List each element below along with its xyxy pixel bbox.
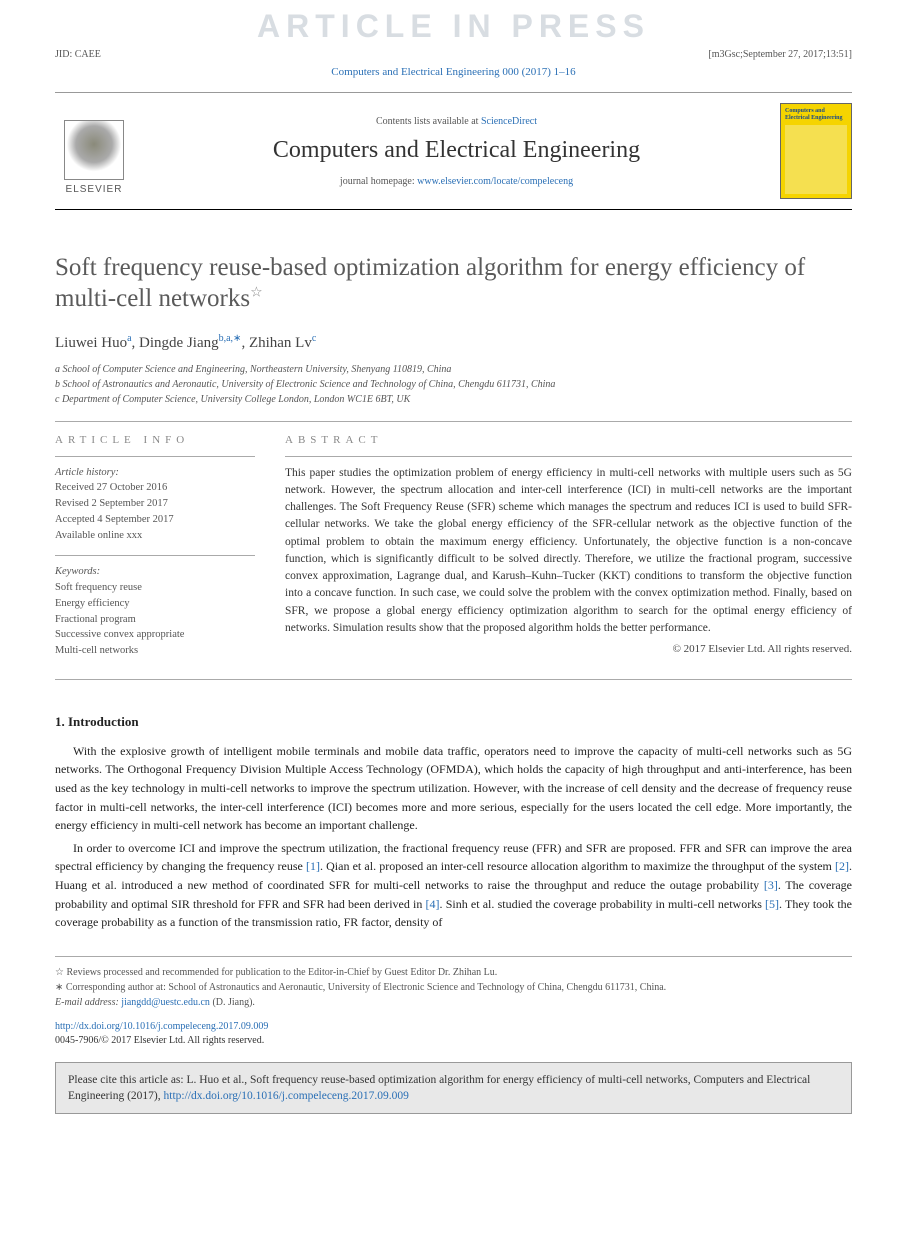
abstract-copyright: © 2017 Elsevier Ltd. All rights reserved… [285,643,852,655]
issn-copyright: 0045-7906/© 2017 Elsevier Ltd. All right… [55,1034,852,1048]
title-star-icon: ☆ [250,286,263,301]
intro-paragraph-1: With the explosive growth of intelligent… [55,742,852,835]
cover-body [785,125,847,194]
citation-1[interactable]: [1] [306,859,320,873]
sciencedirect-link[interactable]: ScienceDirect [481,116,537,127]
elsevier-text: ELSEVIER [66,184,123,195]
abstract-label: ABSTRACT [285,434,852,446]
journal-reference: Computers and Electrical Engineering 000… [0,60,907,92]
keyword-1: Soft frequency reuse [55,580,255,596]
authors-line: Liuwei Huoa, Dingde Jiangb,a,∗, Zhihan L… [55,333,852,352]
contents-prefix: Contents lists available at [376,116,481,127]
affiliation-b: b School of Astronautics and Aeronautic,… [55,377,852,392]
keyword-5: Multi-cell networks [55,643,255,659]
history-block: Article history: Received 27 October 201… [55,456,255,544]
intro-paragraph-2: In order to overcome ICI and improve the… [55,839,852,932]
article-title: Soft frequency reuse-based optimization … [55,252,852,315]
author-2-sup: b,a,∗ [219,333,242,344]
typeset-meta: [m3Gsc;September 27, 2017;13:51] [708,49,852,60]
footnote-star: ☆ Reviews processed and recommended for … [55,965,852,980]
contents-line: Contents lists available at ScienceDirec… [145,116,768,127]
homepage-prefix: journal homepage: [340,176,417,187]
watermark-banner: ARTICLE IN PRESS [0,0,907,49]
citation-5[interactable]: [5] [765,897,779,911]
email-link[interactable]: jiangdd@uestc.edu.cn [121,997,210,1008]
abstract-text: This paper studies the optimization prob… [285,456,852,638]
jid-label: JID: CAEE [55,49,101,60]
citation-2[interactable]: [2] [835,859,849,873]
received-date: Received 27 October 2016 [55,480,255,496]
journal-name: Computers and Electrical Engineering [145,137,768,164]
abstract-column: ABSTRACT This paper studies the optimiza… [285,434,852,671]
affiliation-c: c Department of Computer Science, Univer… [55,392,852,407]
homepage-link[interactable]: www.elsevier.com/locate/compeleceng [417,176,573,187]
doi-block: http://dx.doi.org/10.1016/j.compeleceng.… [55,1020,852,1048]
elsevier-logo[interactable]: ELSEVIER [55,107,133,195]
citation-3[interactable]: [3] [764,878,778,892]
online-date: Available online xxx [55,528,255,544]
title-text: Soft frequency reuse-based optimization … [55,254,805,312]
elsevier-tree-icon [64,120,124,180]
affiliations: a School of Computer Science and Enginee… [55,362,852,407]
author-2: Dingde Jiang [139,335,219,351]
accepted-date: Accepted 4 September 2017 [55,512,255,528]
keyword-2: Energy efficiency [55,596,255,612]
history-heading: Article history: [55,465,255,481]
cover-title: Computers and Electrical Engineering [785,108,847,121]
author-3: Zhihan Lv [249,335,312,351]
header-meta: JID: CAEE [m3Gsc;September 27, 2017;13:5… [0,49,907,60]
article-content: Soft frequency reuse-based optimization … [0,252,907,1048]
affiliation-a: a School of Computer Science and Enginee… [55,362,852,377]
revised-date: Revised 2 September 2017 [55,496,255,512]
keywords-heading: Keywords: [55,564,255,580]
section-heading-intro: 1. Introduction [55,714,852,730]
author-1-sup: a [127,333,131,344]
email-label: E-mail address: [55,997,121,1008]
footnote-corresponding: ∗ Corresponding author at: School of Ast… [55,980,852,995]
footnote-email: E-mail address: jiangdd@uestc.edu.cn (D.… [55,995,852,1010]
keywords-block: Keywords: Soft frequency reuse Energy ef… [55,555,255,659]
citation-box: Please cite this article as: L. Huo et a… [55,1062,852,1114]
citation-4[interactable]: [4] [426,897,440,911]
journal-cover-thumbnail[interactable]: Computers and Electrical Engineering [780,103,852,199]
citebox-doi-link[interactable]: http://dx.doi.org/10.1016/j.compeleceng.… [164,1090,409,1102]
author-3-sup: c [312,333,316,344]
keyword-4: Successive convex appropriate [55,627,255,643]
doi-link[interactable]: http://dx.doi.org/10.1016/j.compeleceng.… [55,1020,852,1034]
p2-b: . Qian et al. proposed an inter-cell res… [320,859,835,873]
p2-e: . Sinh et al. studied the coverage proba… [440,897,766,911]
homepage-line: journal homepage: www.elsevier.com/locat… [145,176,768,187]
author-1: Liuwei Huo [55,335,127,351]
info-label: ARTICLE INFO [55,434,255,446]
divider [55,421,852,422]
info-abstract-row: ARTICLE INFO Article history: Received 2… [55,434,852,671]
email-suffix: (D. Jiang). [210,997,255,1008]
divider [55,679,852,680]
masthead: ELSEVIER Contents lists available at Sci… [55,92,852,210]
footnotes: ☆ Reviews processed and recommended for … [55,956,852,1010]
masthead-center: Contents lists available at ScienceDirec… [145,116,768,187]
article-info-column: ARTICLE INFO Article history: Received 2… [55,434,255,671]
keyword-3: Fractional program [55,612,255,628]
